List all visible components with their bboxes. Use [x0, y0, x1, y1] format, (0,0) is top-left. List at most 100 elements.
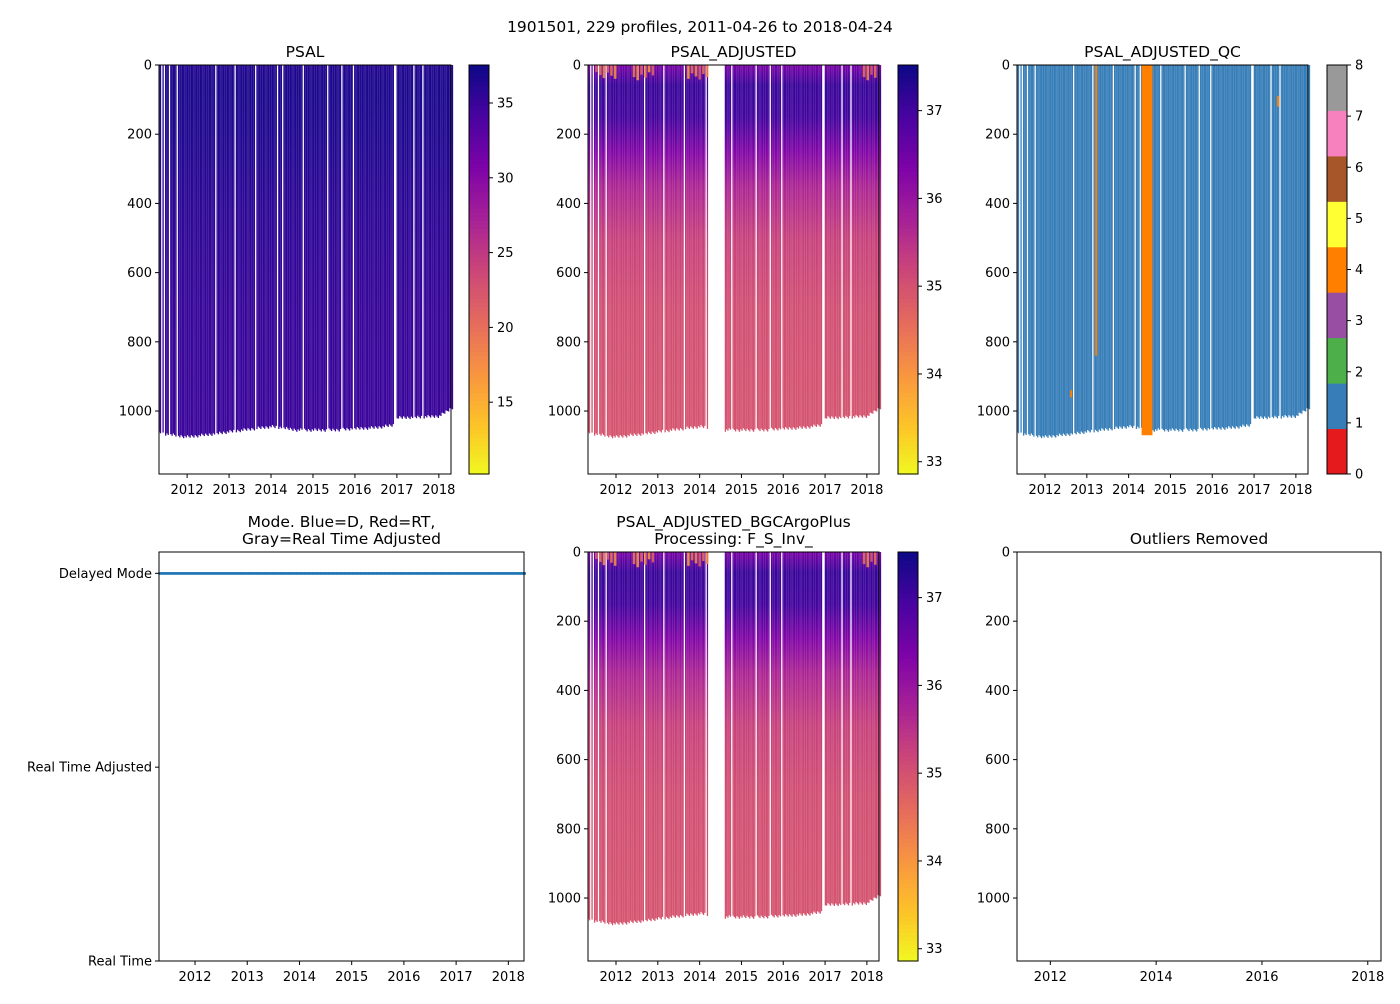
profile-column — [265, 65, 267, 427]
mode-point — [348, 572, 352, 575]
profile-column — [221, 65, 223, 435]
profile-column — [1202, 65, 1204, 431]
mode-point — [294, 572, 297, 575]
colorbar-segment — [898, 887, 918, 893]
profile-column — [870, 65, 873, 414]
profile-column — [1231, 65, 1234, 427]
colorbar-segment — [1327, 292, 1347, 339]
profile-column — [208, 65, 211, 434]
profile-column — [752, 65, 755, 432]
profile-column — [706, 552, 709, 916]
colorbar-segment — [898, 711, 918, 717]
mode-point — [416, 572, 419, 575]
profile-column — [664, 65, 666, 433]
profile-column — [1187, 65, 1189, 430]
profile-column — [840, 65, 842, 419]
mode-point — [379, 572, 382, 575]
profile-column — [701, 65, 703, 427]
colorbar-segment — [469, 220, 489, 226]
y-tick-label: 0 — [1002, 59, 1010, 74]
profile-column — [216, 65, 218, 434]
profile-column — [875, 65, 878, 412]
profile-column — [604, 552, 606, 924]
colorbar-tick-label: 1 — [1355, 416, 1363, 431]
profile-column — [1174, 65, 1176, 432]
profile-column — [811, 65, 814, 428]
profile-column — [806, 552, 809, 914]
mode-point — [244, 572, 248, 575]
colorbar-segment — [469, 437, 489, 442]
profile-column — [865, 552, 868, 905]
mode-point — [312, 572, 315, 575]
profile-column — [815, 552, 818, 914]
profile-column — [790, 65, 792, 429]
profile-column — [747, 65, 750, 431]
colorbar-segment — [469, 159, 489, 164]
colorbar-segment — [898, 154, 918, 160]
mode-point — [252, 572, 256, 575]
profile-column — [682, 65, 684, 431]
profile-column — [600, 65, 602, 436]
profile-column — [696, 552, 698, 916]
profile-column — [879, 65, 882, 410]
profile-column — [1162, 65, 1165, 431]
mode-point — [275, 572, 278, 575]
profile-column — [1185, 65, 1188, 429]
profile-column — [1222, 65, 1225, 429]
mode-point — [171, 572, 174, 575]
profile-column — [174, 65, 176, 436]
y-tick-label: 1000 — [977, 892, 1010, 907]
profile-column — [1053, 65, 1056, 437]
colorbar-segment — [898, 220, 918, 226]
profile-column — [702, 65, 705, 429]
profile-column — [788, 65, 791, 428]
profile-column — [622, 552, 624, 925]
mode-point — [238, 572, 241, 575]
profile-column — [741, 65, 743, 431]
surface-patch — [698, 65, 701, 80]
colorbar-segment — [898, 809, 918, 815]
profile-column — [674, 65, 677, 431]
profile-column — [624, 65, 627, 437]
colorbar-segment — [469, 445, 489, 451]
colorbar-segment — [898, 588, 918, 594]
mode-point — [267, 572, 270, 575]
profile-column — [1303, 65, 1306, 411]
profile-column — [636, 65, 638, 437]
profile-column — [611, 65, 614, 439]
profile-column — [669, 552, 671, 917]
profile-column — [732, 552, 734, 916]
colorbar-segment — [898, 105, 918, 111]
profile-column — [427, 65, 429, 415]
profile-column — [1246, 65, 1248, 425]
profile-column — [700, 65, 702, 425]
profile-column — [1047, 65, 1049, 438]
mode-point — [347, 572, 350, 575]
colorbar-segment — [898, 126, 918, 132]
profile-column — [1240, 65, 1243, 428]
profile-column — [440, 65, 442, 416]
profile-column — [799, 552, 801, 914]
profile-column — [418, 65, 420, 418]
colorbar-segment — [898, 97, 918, 103]
profile-column — [661, 65, 664, 430]
profile-column — [820, 552, 823, 912]
mode-point — [172, 572, 176, 575]
profile-column — [1170, 65, 1172, 431]
colorbar-segment — [469, 77, 489, 82]
colorbar-segment — [469, 236, 489, 242]
colorbar-segment — [898, 592, 918, 598]
profile-column — [1169, 65, 1171, 430]
colorbar-segment — [898, 318, 918, 324]
profile-column — [832, 65, 834, 418]
profile-column — [646, 65, 648, 435]
profile-column — [618, 65, 620, 438]
profile-column — [599, 552, 601, 922]
profile-column — [1247, 65, 1249, 426]
profile-column — [614, 552, 616, 925]
mode-point — [368, 572, 371, 575]
profile-column — [240, 65, 243, 430]
colorbar-segment — [898, 93, 918, 99]
colorbar-segment — [898, 249, 918, 254]
y-tick-label: 1000 — [977, 405, 1010, 420]
